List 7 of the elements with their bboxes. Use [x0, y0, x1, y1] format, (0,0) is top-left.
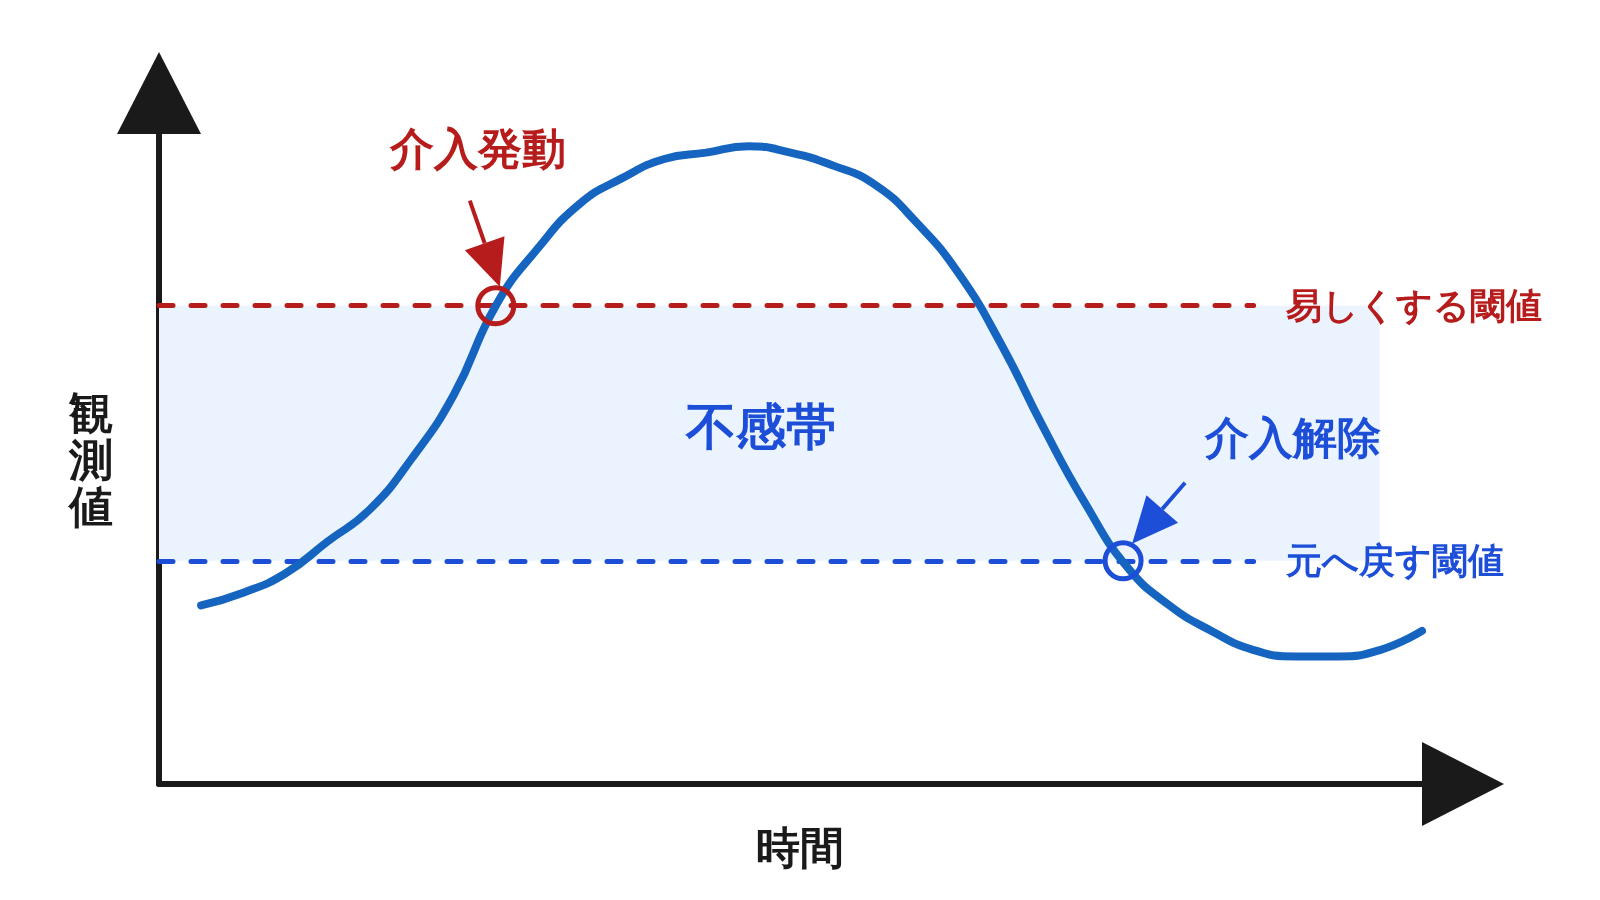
y-axis-title: 観測値 — [67, 386, 113, 532]
ref-line-label: 元へ戻す閾値 — [1284, 540, 1504, 582]
band-label: 不感帯 — [685, 398, 837, 457]
annotation: 介入解除 — [1204, 412, 1382, 464]
x-axis-title: 時間 — [755, 821, 844, 873]
ref-line-label: 易しくする閾値 — [1284, 285, 1542, 327]
annotation: 介入発動 — [388, 123, 566, 175]
